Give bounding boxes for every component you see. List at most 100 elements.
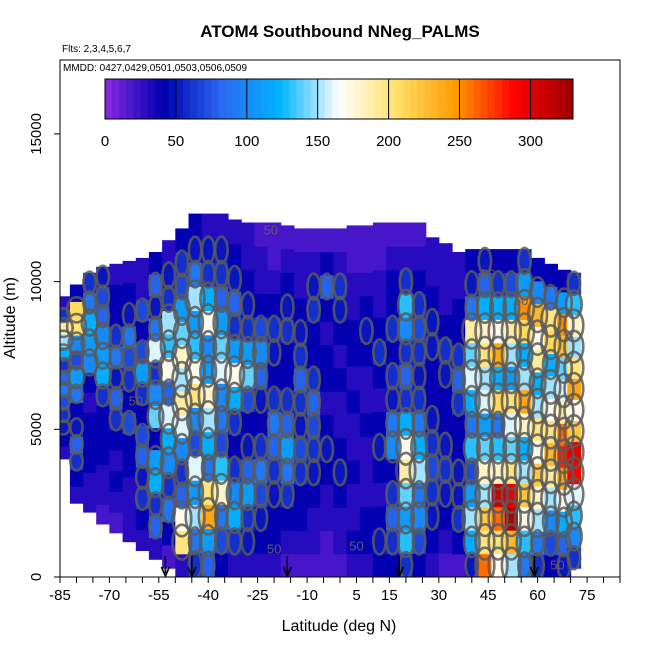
contour-ring [526, 410, 549, 448]
heatmap-cell [412, 387, 427, 413]
heatmap-cell [307, 274, 321, 299]
contour-ring [563, 308, 585, 343]
x-tick-label: 30 [430, 587, 447, 604]
heatmap-cell [425, 552, 440, 577]
contour-ring [474, 546, 496, 577]
contour-ring [184, 351, 206, 391]
heatmap-cell [109, 491, 124, 513]
heatmap-cell [109, 450, 124, 472]
colorbar-segment [466, 79, 475, 119]
heatmap-cell [254, 246, 269, 271]
heatmap-cell [267, 293, 282, 318]
contour-ring [540, 480, 562, 517]
heatmap-cell [333, 484, 348, 508]
heatmap-cell [333, 507, 348, 532]
contour-label: 50 [129, 394, 143, 409]
heatmap-cell [135, 466, 150, 489]
heatmap-cell [162, 263, 176, 288]
colorbar-segment [253, 79, 262, 119]
heatmap-cell [399, 222, 414, 247]
heatmap-cell [109, 470, 124, 492]
heatmap-cell [333, 344, 348, 369]
heatmap-cell [359, 459, 374, 484]
colorbar-segment [168, 79, 177, 119]
contour-ring [358, 316, 374, 346]
contour-ring [279, 480, 295, 510]
contour-ring [528, 367, 547, 400]
heatmap-cell [531, 257, 545, 282]
heatmap-cell [386, 293, 400, 318]
heatmap-cell [452, 391, 466, 416]
flight-arrow-head [187, 566, 197, 578]
colorbar-segment [417, 79, 425, 119]
contour-ring [437, 359, 453, 389]
heatmap-cell [346, 459, 361, 484]
heatmap-cell [135, 362, 150, 384]
contour-ring [526, 455, 549, 493]
heatmap-cell [280, 389, 295, 414]
colorbar-segment [424, 79, 432, 119]
heatmap-cell [69, 419, 84, 437]
heatmap-cell [148, 383, 163, 407]
contour-ring [411, 338, 427, 367]
contour-ring [556, 530, 572, 558]
heatmap-cell [241, 387, 255, 413]
heatmap-cell [320, 274, 334, 299]
heatmap-cell [293, 530, 308, 555]
heatmap-cell [425, 479, 440, 505]
heatmap-cell [69, 402, 84, 420]
heatmap-cell [346, 295, 361, 320]
heatmap-cell [122, 347, 137, 370]
heatmap-cell [386, 506, 400, 531]
contour-ring [213, 429, 229, 459]
contour-ring [69, 450, 85, 472]
heatmap-cell [425, 310, 440, 335]
heatmap-cell [346, 319, 361, 344]
colorbar-segment [275, 79, 283, 119]
heatmap-cell [201, 213, 216, 239]
heatmap-cell [148, 493, 163, 516]
heatmap-cell [320, 553, 334, 577]
heatmap-cell [122, 476, 137, 499]
heatmap-cell [109, 263, 124, 286]
colorbar-segment [353, 79, 361, 119]
heatmap-cell [425, 382, 440, 408]
heatmap-cell [109, 367, 124, 389]
colorbar-segment [360, 79, 368, 119]
heatmap-cell [438, 267, 453, 292]
heatmap-cell [333, 553, 348, 577]
contour-ring [148, 271, 164, 299]
contour-ring [213, 235, 229, 265]
contour-ring [487, 476, 509, 514]
contour-ring [462, 478, 481, 512]
contour-ring [67, 364, 86, 390]
heatmap-cell [280, 483, 295, 508]
contour-ring [513, 358, 536, 397]
flight-arrow-head [394, 566, 405, 578]
contour-ring [563, 413, 585, 449]
contour-ring [197, 303, 219, 343]
heatmap-cell [346, 553, 361, 577]
heatmap-cell [60, 396, 71, 410]
contour-ring [516, 246, 532, 275]
contour-ring [487, 523, 509, 561]
colorbar-segment [303, 79, 312, 119]
heatmap-cell [241, 482, 255, 507]
contour-ring [515, 337, 534, 371]
heatmap-cell [69, 385, 84, 403]
contour-ring [332, 295, 348, 324]
heatmap-cell [293, 484, 308, 508]
contour-ring [475, 291, 495, 325]
heatmap-cell [452, 437, 466, 462]
contour-label: 50 [349, 538, 363, 553]
contour-ring [186, 402, 205, 437]
x-tick-label: 15 [381, 587, 398, 604]
heatmap-cell [280, 342, 295, 367]
heatmap-cell [122, 282, 137, 305]
heatmap-cell [135, 508, 150, 531]
heatmap-cell [267, 340, 282, 365]
heatmap-cell [60, 383, 71, 397]
heatmap-cell [96, 365, 110, 387]
heatmap-cell [346, 272, 361, 297]
heatmap-cell [254, 435, 269, 460]
